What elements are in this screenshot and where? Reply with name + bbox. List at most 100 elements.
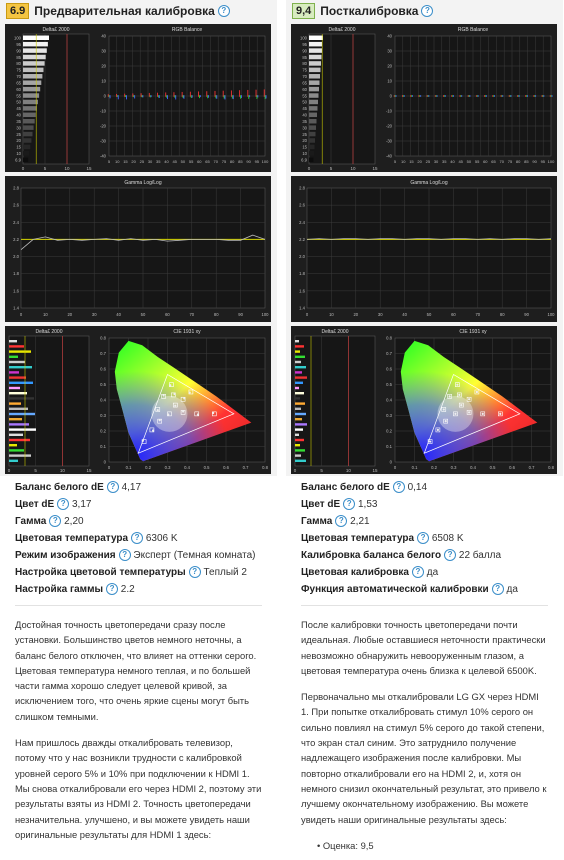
rgb-bar xyxy=(240,95,242,98)
target-box xyxy=(441,407,447,412)
rgb-bar xyxy=(181,91,183,97)
tick-label: 0.8 xyxy=(548,465,554,470)
tick-label: -40 xyxy=(386,154,393,159)
rgb-bar xyxy=(395,95,397,97)
help-icon[interactable]: ? xyxy=(106,583,119,596)
tick-label: 70 xyxy=(214,159,219,164)
rgb-bar xyxy=(216,95,218,99)
target-box xyxy=(455,382,460,387)
measured-point xyxy=(174,404,177,407)
tick-label: 15 xyxy=(86,166,92,171)
post-calibration-column: 9,4 Посткалибровка ? Delta£ 2000 100 95 90 8… xyxy=(286,0,563,860)
plot-area xyxy=(22,33,90,165)
rgb-bar xyxy=(460,95,462,97)
gray-bar xyxy=(23,41,48,47)
tick-label: 65 xyxy=(302,80,307,85)
tick-label: 1.4 xyxy=(299,306,305,311)
help-icon[interactable]: ? xyxy=(106,481,119,494)
help-icon[interactable]: ? xyxy=(49,515,62,528)
rgb-bar xyxy=(142,95,144,98)
rgb-bar xyxy=(443,95,445,97)
target-box xyxy=(173,402,178,408)
rgb-bar xyxy=(264,95,266,100)
kv-row: Цветовая температура? 6306 K xyxy=(15,532,178,545)
color-error-bar xyxy=(9,355,18,358)
kv-row: Режим изображения? Эксперт (Темная комна… xyxy=(15,549,256,562)
tick-label: 20 xyxy=(16,138,21,143)
tick-label: 20 xyxy=(67,312,72,317)
help-icon[interactable]: ? xyxy=(421,5,434,17)
rgb-bar xyxy=(476,95,478,97)
help-icon[interactable]: ? xyxy=(491,583,504,596)
rgb-bar xyxy=(461,95,463,97)
help-icon[interactable]: ? xyxy=(444,549,457,562)
help-icon[interactable]: ? xyxy=(118,549,131,562)
rgb-bar xyxy=(255,89,257,97)
tick-label: 35 xyxy=(442,159,447,164)
tick-label: 2.6 xyxy=(13,203,19,208)
rgb-bar xyxy=(467,95,469,97)
tick-label: 80 xyxy=(500,312,505,317)
help-icon[interactable]: ? xyxy=(217,5,230,17)
help-icon[interactable]: ? xyxy=(188,566,201,579)
tick-label: -40 xyxy=(100,154,107,159)
gray-bar xyxy=(23,48,47,53)
rgb-bar xyxy=(451,95,453,97)
target-box xyxy=(474,389,480,395)
chart-title: Delta£ 2000 xyxy=(329,27,356,33)
tick-label: 100 xyxy=(14,36,22,41)
gray-bar xyxy=(23,67,44,73)
rgb-bar xyxy=(199,95,200,99)
rgb-bar xyxy=(157,95,159,98)
post-calibration-header: 9,4 Посткалибровка ? xyxy=(286,0,563,22)
kv-row: Функция автоматической калибровки? да xyxy=(301,583,518,596)
kv-row: Цветовая температура? 6508 K xyxy=(301,532,464,545)
rgb-bar xyxy=(198,91,200,97)
rgb-bar xyxy=(459,95,461,97)
tick-label: 75 xyxy=(508,159,513,164)
help-icon[interactable]: ? xyxy=(131,532,144,545)
tick-label: 0 xyxy=(22,166,25,171)
tick-label: 25 xyxy=(302,132,307,137)
tick-label: 95 xyxy=(16,42,21,47)
tick-label: 0.4 xyxy=(184,465,190,470)
gray-bar xyxy=(23,74,43,79)
paragraph: Первоначально мы откалибровали LG GX чер… xyxy=(301,691,547,825)
tick-label: 0.1 xyxy=(386,444,392,449)
rgb-bar xyxy=(125,95,127,98)
color-chart: Delta£ 2000 0 5 10 15 CIE 1931 xy 0.8 0.7 0.6 0.5… xyxy=(294,329,555,473)
tick-label: 1.6 xyxy=(299,288,305,293)
tick-label: 2.8 xyxy=(299,186,305,191)
rgb-bar xyxy=(508,95,510,97)
tick-label: 0 xyxy=(20,312,23,317)
target-box xyxy=(498,411,503,417)
kv-row: Цвет dE? 3,17 xyxy=(15,498,92,511)
tick-label: 100 xyxy=(548,159,555,164)
help-icon[interactable]: ? xyxy=(343,498,356,511)
rgb-bar xyxy=(526,95,528,97)
tick-label: 20 xyxy=(353,312,358,317)
help-icon[interactable]: ? xyxy=(392,481,405,494)
tick-label: 100 xyxy=(300,36,308,41)
tick-label: 10 xyxy=(387,79,392,84)
paragraph: Достойная точность цветопередачи сразу п… xyxy=(15,619,257,722)
help-icon[interactable]: ? xyxy=(57,498,70,511)
rgb-bar xyxy=(231,95,233,99)
help-icon[interactable]: ? xyxy=(335,515,348,528)
kv-row: Калибровка баланса белого? 22 балла xyxy=(301,549,502,562)
tick-label: 0.8 xyxy=(262,465,268,470)
rgb-bar xyxy=(140,93,142,97)
help-icon[interactable]: ? xyxy=(417,532,430,545)
rgb-bar xyxy=(157,92,158,97)
rgb-bar xyxy=(428,95,430,97)
tick-label: 80 xyxy=(302,61,307,66)
help-icon[interactable]: ? xyxy=(412,566,424,579)
tick-label: 0.7 xyxy=(100,351,106,356)
target-box xyxy=(161,394,166,399)
tick-label: 0.4 xyxy=(470,465,476,470)
tick-label: 0 xyxy=(108,465,111,470)
rgb-bar xyxy=(117,95,119,100)
tick-label: 30 xyxy=(92,312,97,317)
grayscale-chart: Delta£ 200010095908580757065605550454035… xyxy=(14,27,269,171)
tick-label: 10 xyxy=(329,312,334,317)
